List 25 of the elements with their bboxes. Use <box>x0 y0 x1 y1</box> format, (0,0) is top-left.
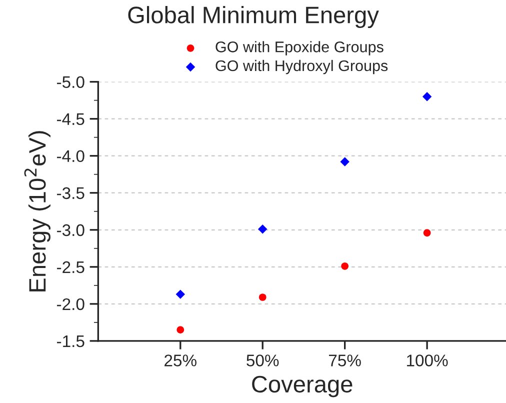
y-tick-label: -2.0 <box>56 298 84 310</box>
x-tick-label: 75% <box>329 354 361 366</box>
legend-label: GO with Hydroxyl Groups <box>216 60 388 74</box>
x-tick-label: 100% <box>407 354 448 366</box>
y-tick-label: -4.0 <box>56 150 84 162</box>
point <box>422 92 432 102</box>
point <box>258 294 266 301</box>
legend-label: GO with Epoxide Groups <box>216 41 384 56</box>
y-tick-label: -1.5 <box>56 336 84 348</box>
y-tick-label: -3.5 <box>56 187 84 200</box>
point <box>176 290 185 299</box>
point <box>176 326 184 334</box>
point <box>423 229 431 237</box>
x-axis-title: Coverage <box>252 376 352 398</box>
x-tick-label: 25% <box>164 354 196 366</box>
point <box>258 224 268 234</box>
y-tick-label: -3.0 <box>56 224 84 236</box>
point <box>341 262 349 270</box>
y-axis-title: Energy (10$^{2}$eV) <box>24 131 50 292</box>
x-tick-label: 50% <box>246 354 279 366</box>
point <box>340 157 350 166</box>
chart-title: Global Minimum Energy <box>128 6 379 28</box>
y-tick-label: -2.5 <box>56 261 84 274</box>
y-tick-label: -4.5 <box>56 113 84 126</box>
y-tick-label: -5.0 <box>56 76 84 88</box>
